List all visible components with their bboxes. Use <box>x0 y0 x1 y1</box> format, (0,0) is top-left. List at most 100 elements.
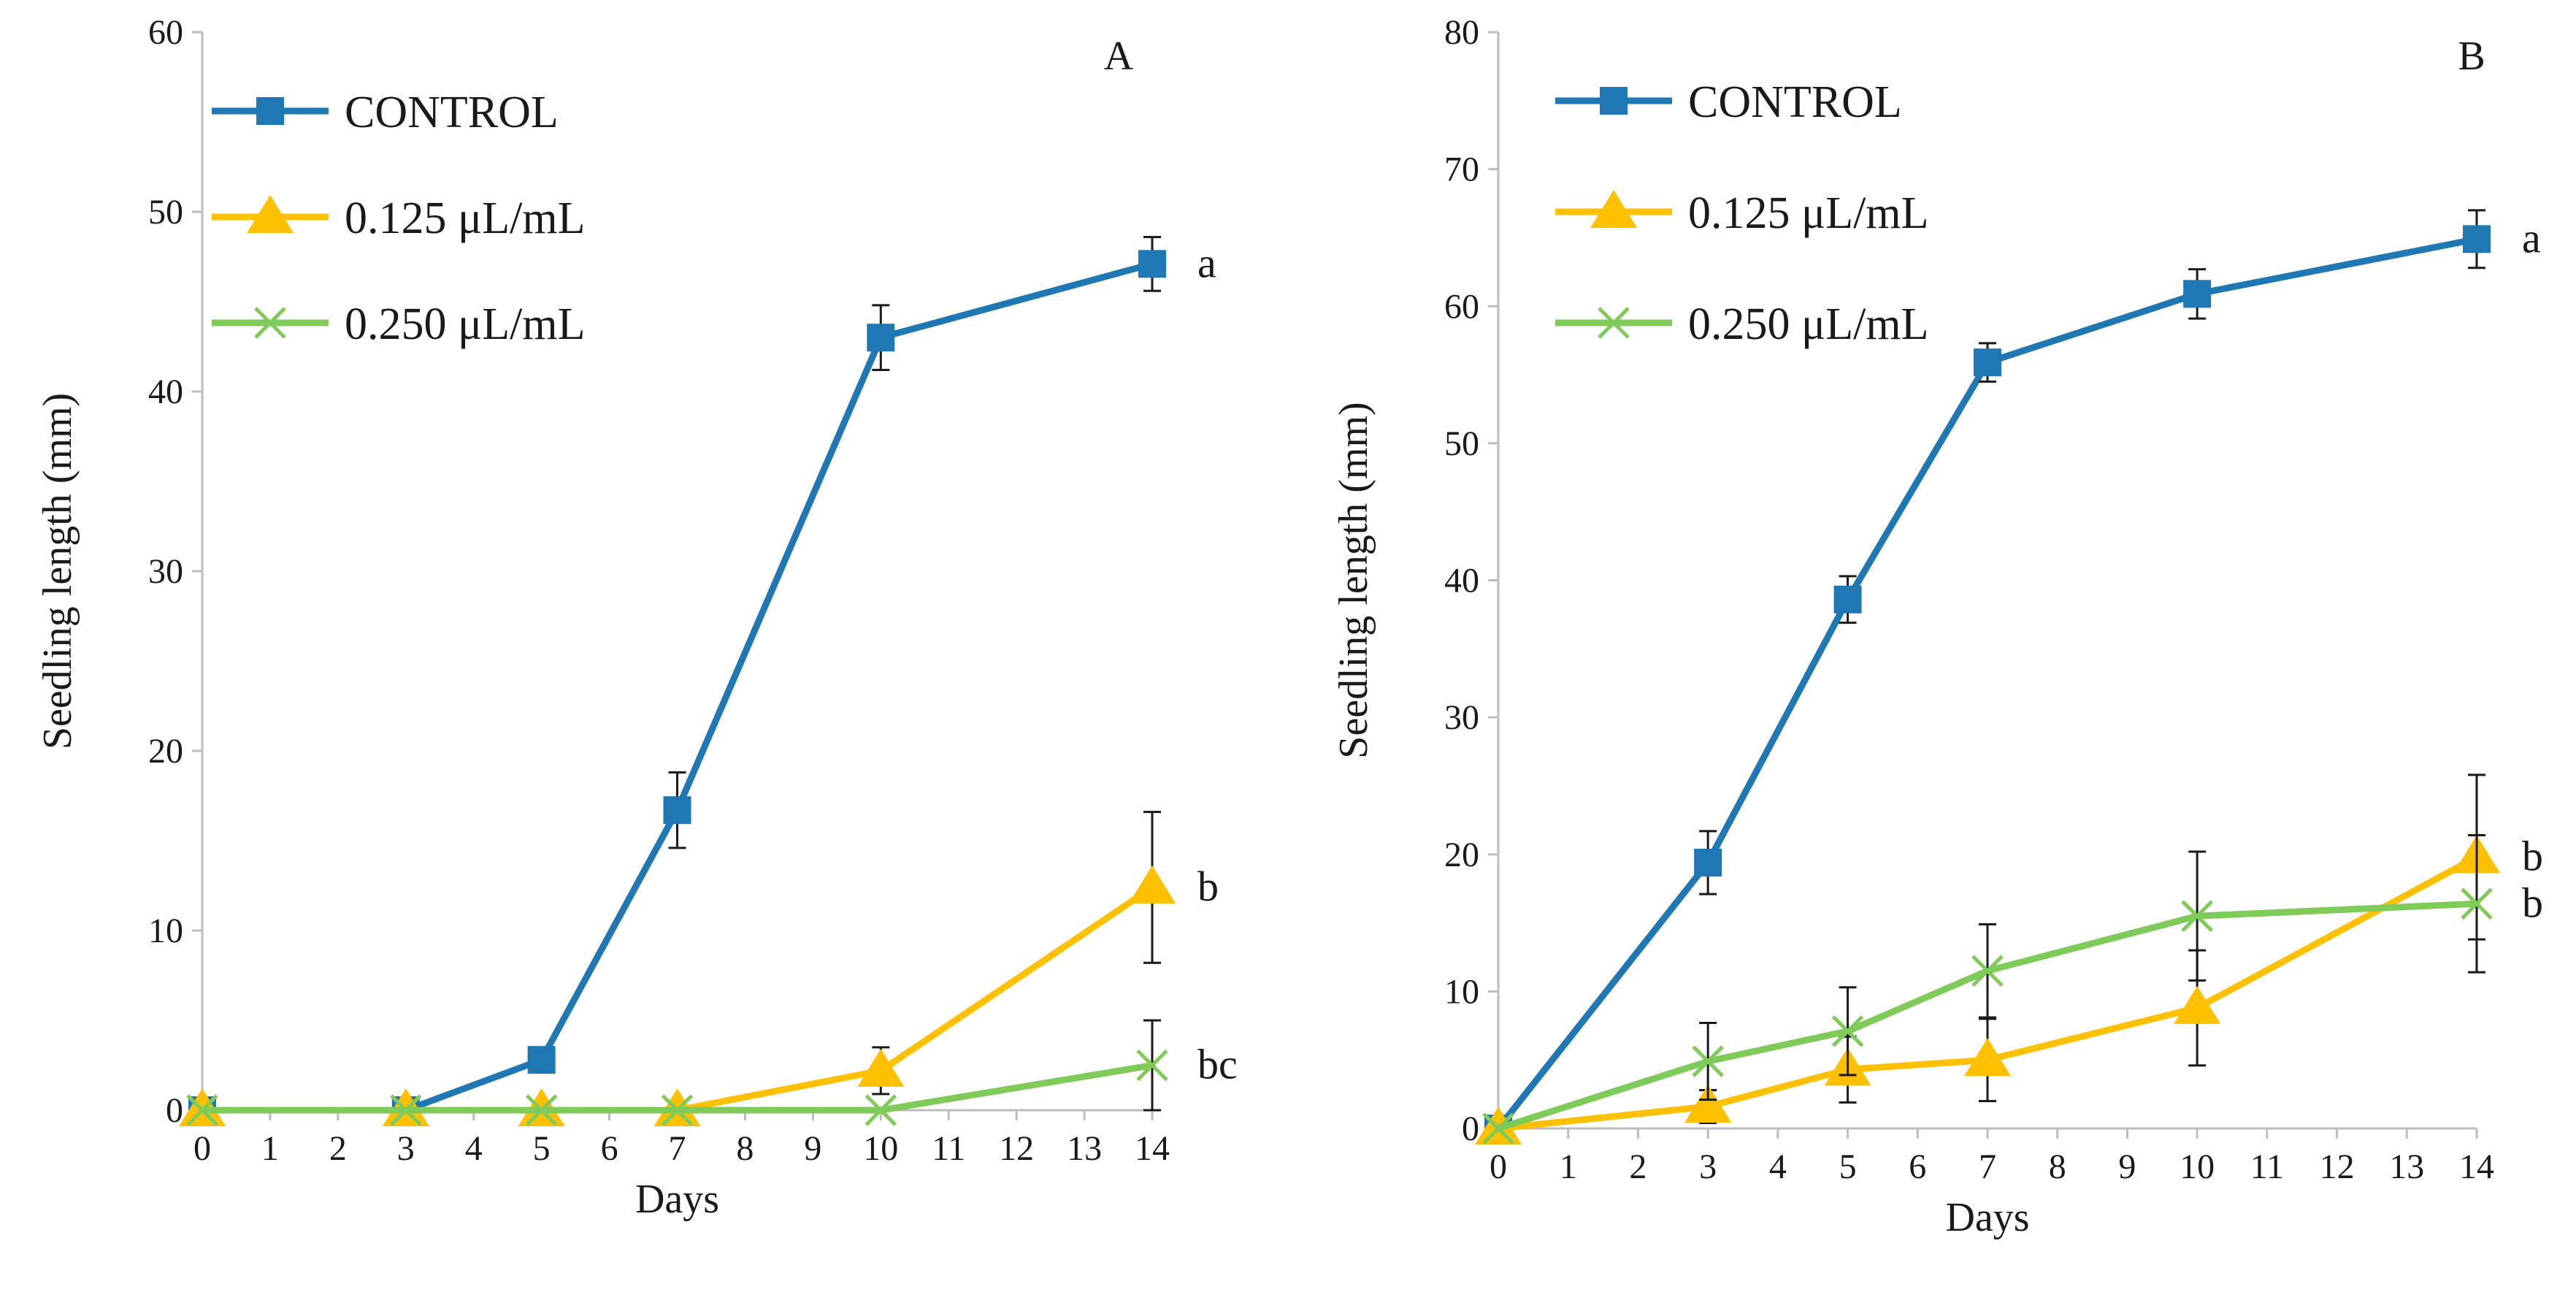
legend-label: 0.125 μL/mL <box>1688 188 1928 238</box>
significance-label: b <box>2522 879 2543 926</box>
x-tick-label: 3 <box>397 1129 415 1168</box>
y-tick-label: 30 <box>1444 698 1479 737</box>
legend-item: 0.125 μL/mL <box>212 194 585 243</box>
significance-label: b <box>2522 833 2543 880</box>
y-tick-label: 60 <box>148 13 183 52</box>
legend-marker <box>1600 87 1628 115</box>
x-tick-label: 10 <box>863 1129 898 1168</box>
data-point <box>2174 985 2221 1024</box>
legend-item: CONTROL <box>212 88 559 137</box>
y-axis-title: Seedling length (mm) <box>35 393 80 749</box>
data-point <box>1971 955 2004 987</box>
legend-marker <box>256 97 284 125</box>
series-x: bc <box>186 1019 1238 1126</box>
series-square: a <box>1484 209 2541 1142</box>
legend-item: 0.125 μL/mL <box>1555 188 1928 238</box>
x-tick-label: 14 <box>1135 1129 1170 1168</box>
legend-marker <box>254 307 286 339</box>
x-tick-label: 1 <box>1560 1147 1577 1186</box>
data-point <box>1833 585 1862 614</box>
legend-label: CONTROL <box>1688 77 1902 127</box>
x-tick-label: 8 <box>736 1129 754 1168</box>
data-point <box>2181 900 2213 932</box>
y-tick-label: 20 <box>148 732 183 771</box>
data-point <box>857 1048 905 1087</box>
y-tick-label: 80 <box>1444 13 1479 52</box>
x-tick-label: 8 <box>2049 1147 2066 1186</box>
x-tick-label: 4 <box>465 1129 483 1168</box>
x-tick-label: 12 <box>2320 1147 2355 1186</box>
legend-item: 0.250 μL/mL <box>1555 299 1928 349</box>
legend-label: 0.125 μL/mL <box>345 194 585 243</box>
x-tick-label: 2 <box>329 1129 347 1168</box>
x-tick-label: 0 <box>193 1129 211 1168</box>
significance-label: b <box>1197 863 1219 910</box>
legend-marker <box>247 195 294 233</box>
series-square: a <box>188 235 1216 1124</box>
series-line <box>199 1062 1156 1114</box>
data-point <box>2183 280 2212 308</box>
x-tick-label: 7 <box>1979 1147 1996 1186</box>
x-tick-label: 2 <box>1629 1147 1647 1186</box>
x-tick-label: 5 <box>533 1129 551 1168</box>
y-tick-label: 20 <box>1444 836 1479 874</box>
x-tick-label: 7 <box>669 1129 686 1168</box>
x-tick-label: 12 <box>999 1129 1034 1168</box>
y-tick-label: 10 <box>148 912 183 950</box>
legend-label: 0.250 μL/mL <box>1688 299 1928 349</box>
series-line <box>1495 900 2480 1132</box>
data-point <box>1136 1049 1168 1082</box>
x-tick-label: 0 <box>1490 1147 1507 1186</box>
panel-letter: B <box>2458 34 2485 79</box>
data-point <box>2463 225 2491 253</box>
data-point <box>1831 1015 1864 1047</box>
x-tick-label: 4 <box>1769 1147 1787 1186</box>
data-point <box>1684 1084 1732 1123</box>
data-point <box>661 1094 694 1126</box>
significance-label: bc <box>1197 1041 1238 1088</box>
legend-item: 0.250 μL/mL <box>212 299 585 349</box>
data-point <box>867 324 895 352</box>
legend-item: CONTROL <box>1555 77 1902 127</box>
y-tick-label: 0 <box>166 1091 183 1130</box>
y-tick-label: 70 <box>1444 150 1479 189</box>
data-point <box>527 1046 556 1074</box>
x-tick-label: 1 <box>261 1129 279 1168</box>
y-tick-label: 30 <box>148 552 183 591</box>
x-axis-title: Days <box>635 1177 719 1222</box>
legend-marker <box>1598 307 1630 339</box>
x-tick-label: 9 <box>2118 1147 2136 1186</box>
x-tick-label: 3 <box>1699 1147 1717 1186</box>
data-point <box>1692 1045 1724 1077</box>
y-tick-label: 50 <box>148 193 183 232</box>
data-point <box>390 1094 422 1126</box>
y-tick-label: 60 <box>1444 287 1479 326</box>
data-point <box>1138 250 1166 278</box>
x-tick-label: 13 <box>2389 1147 2424 1186</box>
legend-marker <box>1590 190 1637 228</box>
data-point <box>1694 849 1722 877</box>
x-tick-label: 6 <box>601 1129 618 1168</box>
y-tick-label: 50 <box>1444 424 1479 463</box>
data-point <box>525 1094 558 1126</box>
y-tick-label: 10 <box>1444 972 1479 1011</box>
series-line <box>1495 235 2480 1132</box>
series-x: b <box>1482 833 2543 1145</box>
y-axis-title: Seedling length (mm) <box>1331 402 1376 758</box>
x-axis-title: Days <box>1945 1195 2029 1240</box>
series-line <box>1495 854 2480 1132</box>
x-tick-label: 6 <box>1909 1147 1926 1186</box>
x-tick-label: 5 <box>1839 1147 1857 1186</box>
legend: CONTROL 0.125 μL/mL 0.250 μL/mL <box>1555 77 1928 349</box>
significance-label: a <box>2522 214 2541 261</box>
data-point <box>2461 887 2493 920</box>
x-tick-label: 11 <box>932 1129 965 1168</box>
legend: CONTROL 0.125 μL/mL 0.250 μL/mL <box>212 88 585 349</box>
data-point <box>865 1094 897 1126</box>
x-tick-label: 9 <box>804 1129 821 1168</box>
data-point <box>1974 348 2001 377</box>
significance-label: a <box>1197 239 1216 286</box>
